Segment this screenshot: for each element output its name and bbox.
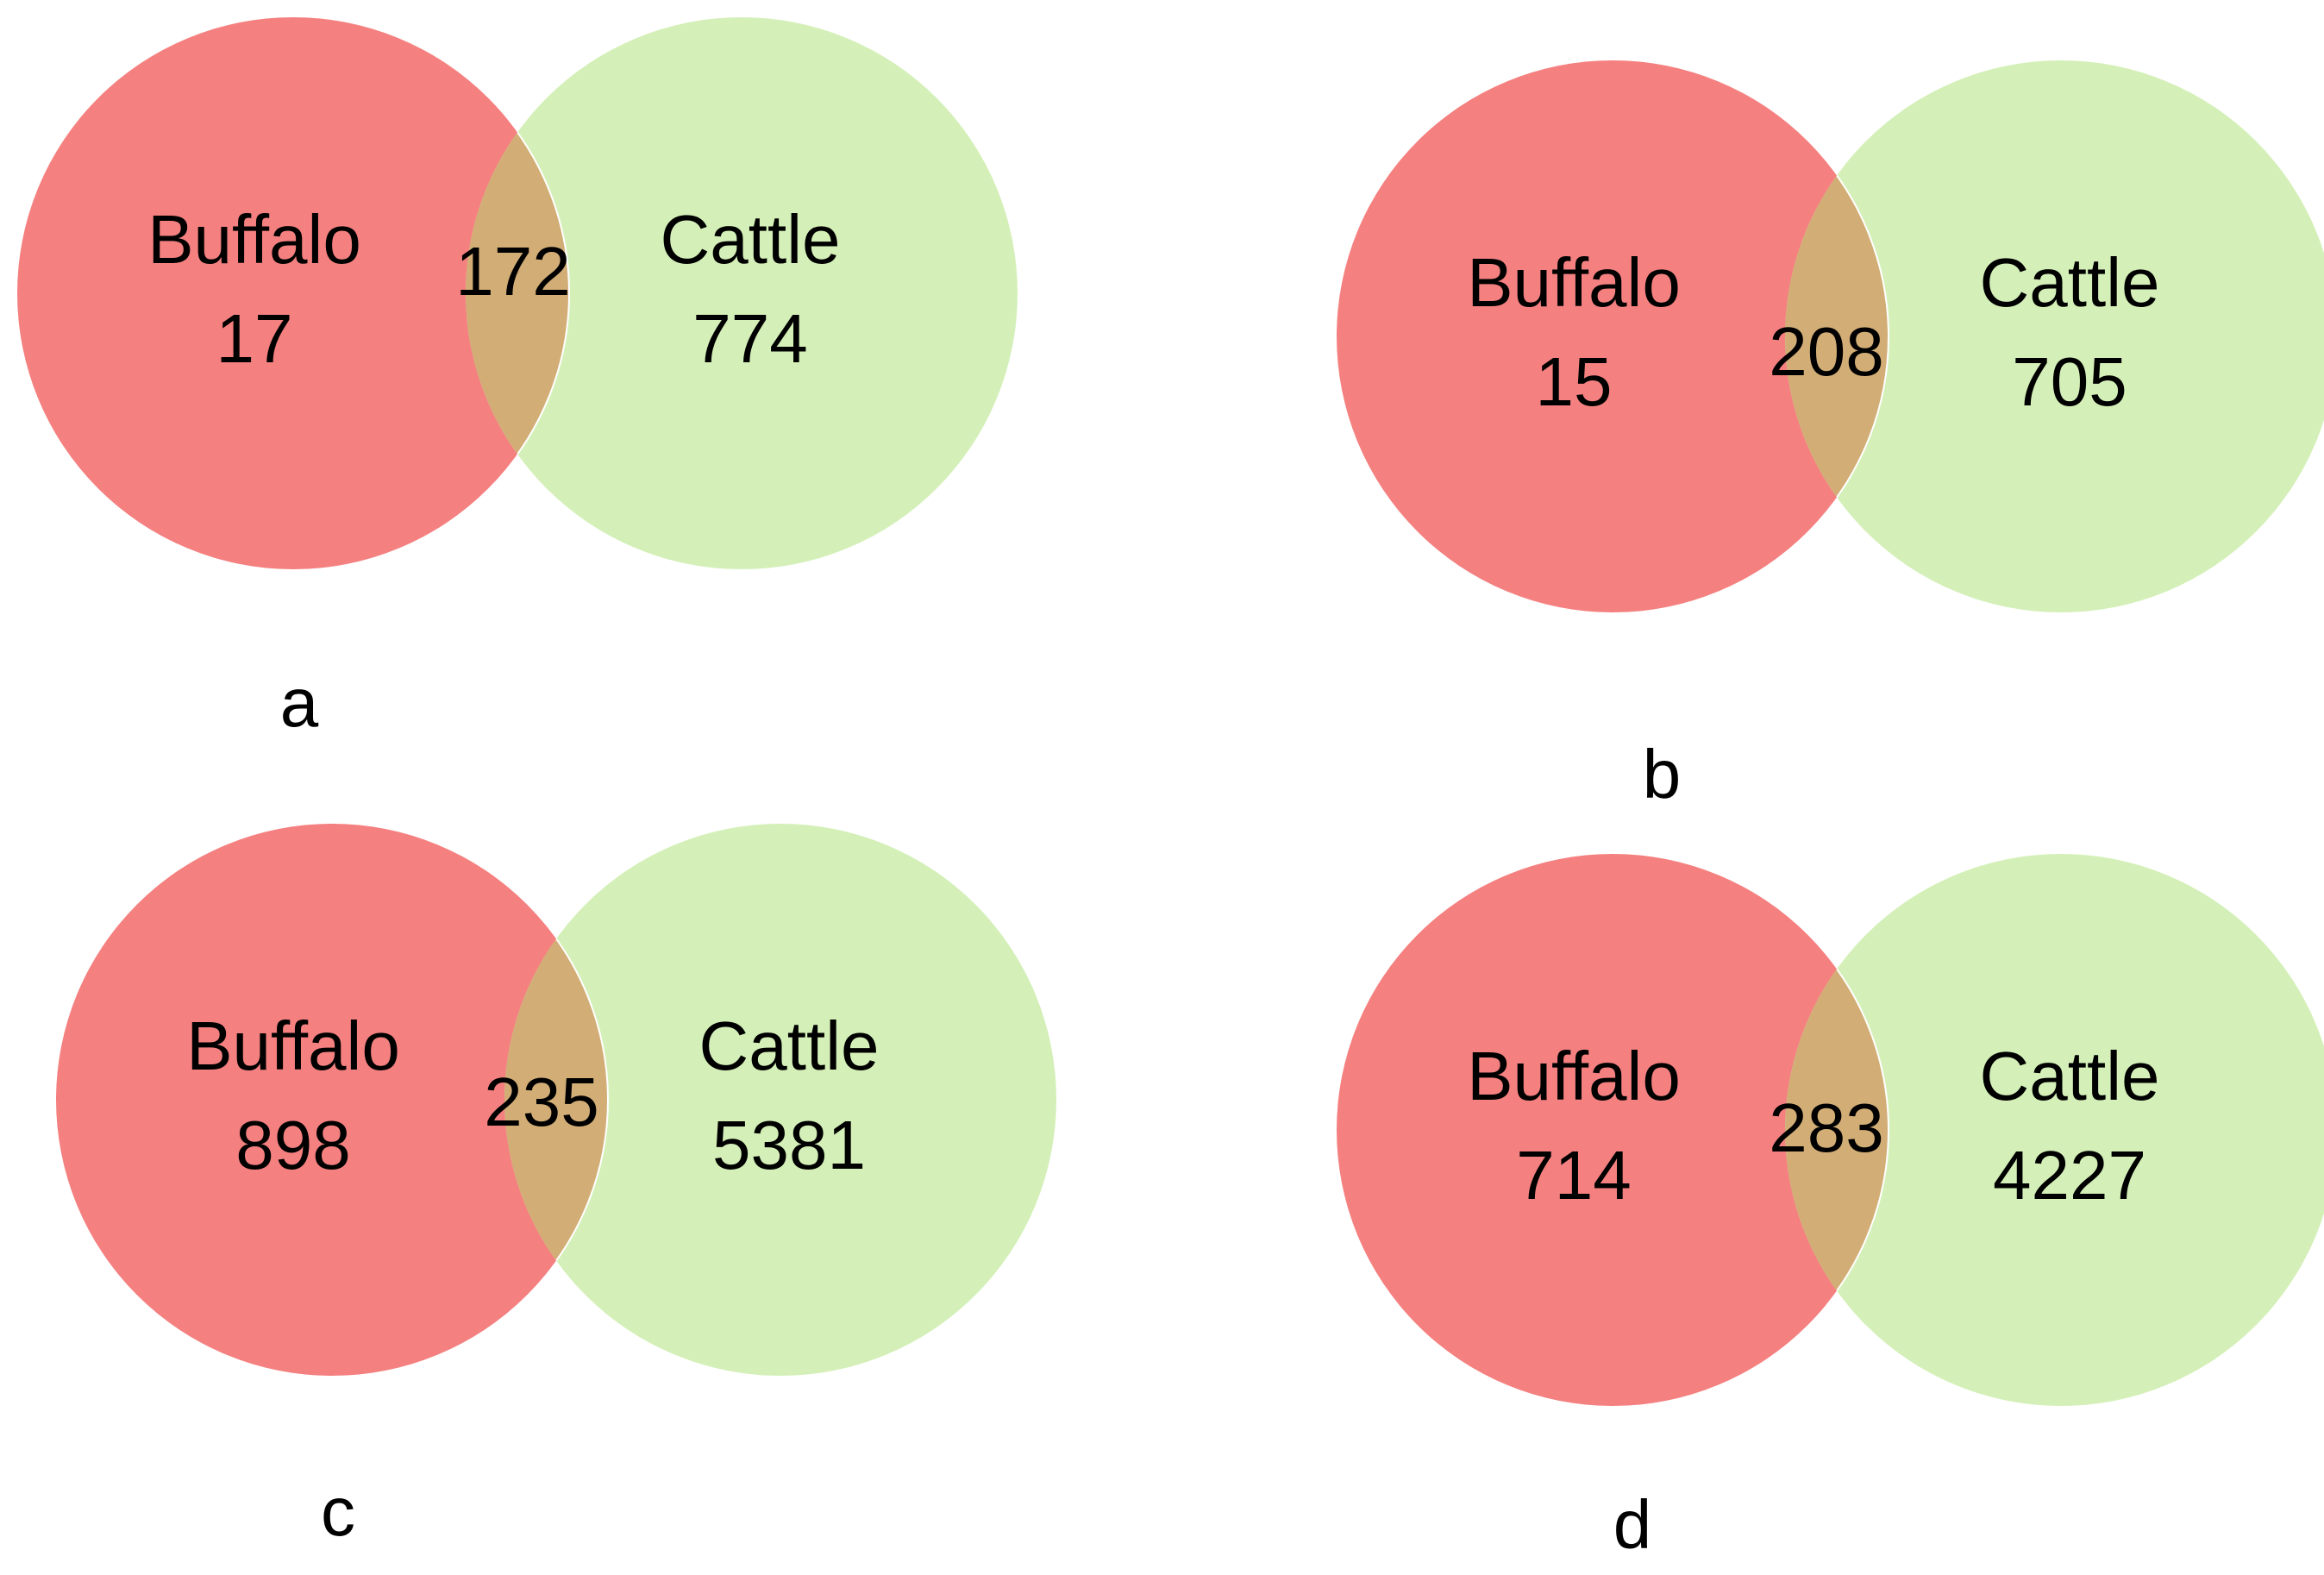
- cattle-label: Cattle: [1980, 244, 2160, 321]
- buffalo-outline: [1785, 60, 1889, 612]
- venn-panel-a: Buffalo 17 172 Cattle 774 a: [17, 17, 1018, 741]
- cattle-count: 5381: [712, 1107, 866, 1183]
- panel-letter: b: [1643, 736, 1682, 813]
- venn-panel-c: Buffalo 898 235 Cattle 5381 c: [56, 824, 1056, 1550]
- buffalo-circle: [1337, 60, 1889, 612]
- buffalo-count: 714: [1516, 1137, 1631, 1214]
- buffalo-count: 898: [235, 1107, 350, 1183]
- venn-panel-b: Buffalo 15 208 Cattle 705 b: [1337, 60, 2324, 813]
- cattle-count: 705: [2012, 343, 2127, 420]
- cattle-circle: [1785, 854, 2324, 1406]
- overlap-count: 208: [1769, 313, 1883, 390]
- cattle-circle: [1785, 60, 2324, 612]
- buffalo-outline: [1785, 854, 1889, 1406]
- panel-letter: c: [321, 1473, 355, 1550]
- cattle-label: Cattle: [661, 201, 841, 278]
- panel-letter: a: [280, 664, 319, 741]
- buffalo-count: 15: [1536, 343, 1613, 420]
- buffalo-label: Buffalo: [1467, 1038, 1681, 1114]
- cattle-count: 4227: [1993, 1137, 2146, 1214]
- cattle-circle: [504, 824, 1056, 1376]
- overlap-count: 235: [484, 1064, 598, 1140]
- buffalo-label: Buffalo: [147, 201, 361, 278]
- buffalo-count: 17: [216, 300, 293, 377]
- buffalo-outline: [466, 17, 570, 569]
- buffalo-circle: [1337, 854, 1889, 1406]
- overlap-count: 172: [455, 233, 570, 310]
- buffalo-label: Buffalo: [186, 1007, 400, 1084]
- buffalo-label: Buffalo: [1467, 244, 1681, 321]
- panel-letter: d: [1613, 1486, 1652, 1563]
- cattle-label: Cattle: [1980, 1038, 2160, 1114]
- overlap-count: 283: [1769, 1089, 1883, 1166]
- buffalo-circle: [17, 17, 569, 569]
- venn-panel-d: Buffalo 714 283 Cattle 4227 d: [1337, 854, 2324, 1563]
- buffalo-outline: [504, 824, 609, 1376]
- buffalo-circle: [56, 824, 608, 1376]
- cattle-count: 774: [692, 300, 807, 377]
- cattle-label: Cattle: [699, 1007, 880, 1084]
- cattle-circle: [466, 17, 1018, 569]
